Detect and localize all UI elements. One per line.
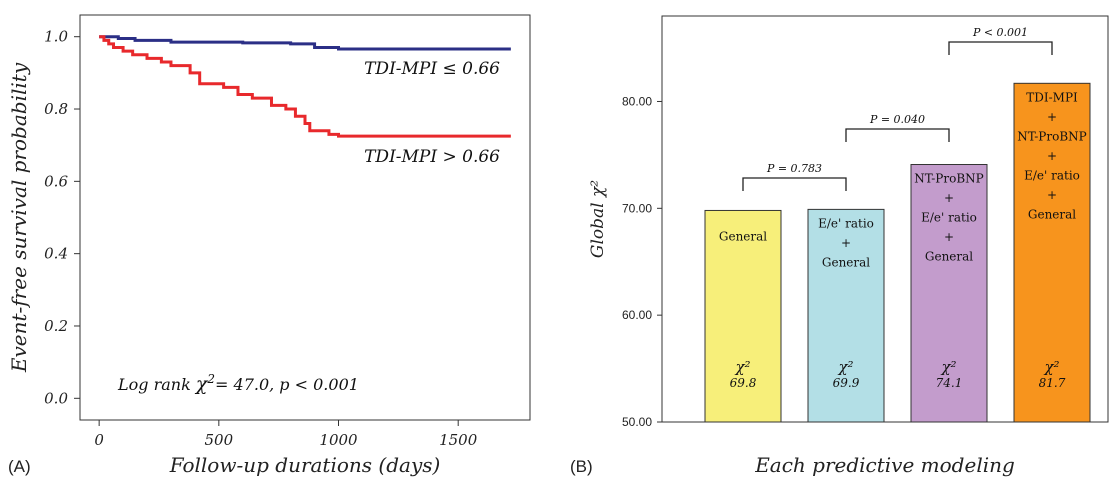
bar-text-line: General	[1028, 207, 1076, 221]
log-rank-result: = 47.0, p < 0.001	[215, 375, 359, 394]
survival-curve-high-mpi	[99, 35, 511, 138]
bar-text-line: +	[944, 230, 954, 244]
survival-y-tick-label: 1.0	[44, 28, 68, 46]
bar-y-tick-label: 80.00	[622, 94, 652, 108]
panel-a-label: (A)	[8, 457, 31, 476]
bar-text-line: +	[944, 191, 954, 205]
bar-1	[704, 209, 782, 423]
bar-text-line: E/e' ratio	[818, 216, 874, 230]
survival-x-tick-label: 500	[205, 431, 234, 449]
survival-plot-frame	[79, 14, 531, 421]
survival-x-tick-label: 0	[94, 431, 104, 449]
comparison-p-value: P < 0.001	[972, 26, 1028, 39]
comparison-p-value: P = 0.040	[869, 113, 925, 126]
bar-text-line: General	[822, 255, 870, 269]
survival-y-tick-label: 0.4	[44, 245, 68, 263]
bar-plot-frame	[661, 15, 1109, 423]
bar-text-line: +	[1047, 188, 1057, 202]
log-rank-prefix: Log rank	[117, 375, 196, 394]
survival-x-tick-label: 1500	[439, 431, 478, 449]
bar-text-line: E/e' ratio	[1024, 168, 1080, 182]
bar-y-axis-label: Global χ²	[588, 180, 608, 258]
bar-2	[807, 208, 885, 423]
bar-y-tick-label: 60.00	[622, 308, 652, 322]
survival-y-tick-label: 0.8	[44, 100, 68, 118]
bar-chi-symbol: χ²	[734, 358, 750, 376]
bar-3	[910, 164, 988, 423]
comparison-brackets: P = 0.783 P = 0.040 P < 0.001	[742, 26, 1053, 191]
bar-text-line: +	[1047, 110, 1057, 124]
bar-y-tick-label: 50.00	[622, 415, 652, 429]
bar-text-line: +	[1047, 149, 1057, 163]
log-rank-chi: χ	[194, 373, 209, 395]
bar-text-line: NT-ProBNP	[1017, 129, 1086, 143]
bar-4	[1013, 82, 1091, 423]
bar-text-line: E/e' ratio	[921, 211, 977, 225]
bar-value-label: 81.7	[1039, 376, 1066, 390]
bar-text-line: NT-ProBNP	[914, 172, 983, 186]
comparison-bracket	[845, 128, 950, 142]
bar-value-label: 74.1	[936, 376, 963, 390]
survival-series: TDI-MPI ≤ 0.66 TDI-MPI > 0.66	[99, 35, 511, 167]
bar-text-line: +	[841, 236, 851, 250]
bar-value-label: 69.9	[833, 376, 860, 390]
bar-x-axis-label: Each predictive modeling	[754, 453, 1015, 477]
log-rank-chi-sup: 2	[206, 372, 215, 386]
bar-text-line: General	[719, 229, 767, 243]
log-rank-annotation: Log rank χ2= 47.0, p < 0.001	[117, 372, 359, 395]
bar-chi-symbol: χ²	[1043, 358, 1059, 376]
panel-b-label: (B)	[570, 457, 593, 476]
series-label: TDI-MPI ≤ 0.66	[364, 59, 500, 79]
survival-y-ticks: 0.0 0.2 0.4 0.6 0.8 1.0	[44, 28, 80, 407]
survival-y-tick-label: 0.0	[44, 389, 68, 407]
bar-chi-symbol: χ²	[940, 358, 956, 376]
comparison-bracket	[948, 41, 1053, 55]
survival-y-tick-label: 0.6	[44, 172, 68, 190]
survival-x-tick-label: 1000	[319, 431, 358, 449]
survival-y-tick-label: 0.2	[44, 317, 68, 335]
bar-text-line: TDI-MPI	[1026, 90, 1078, 104]
survival-curve-low-mpi	[99, 35, 511, 51]
bar-chi-symbol: χ²	[837, 358, 853, 376]
survival-chart: 0.0 0.2 0.4 0.6 0.8 1.0 0 500 1000 1500 TDI-MPI …	[7, 14, 531, 477]
bar-y-ticks: 50.00 60.00 70.00 80.00	[622, 94, 662, 429]
series-label: TDI-MPI > 0.66	[364, 147, 500, 167]
comparison-p-value: P = 0.783	[766, 162, 822, 175]
bar-text-line: General	[925, 250, 973, 264]
survival-x-axis-label: Follow-up durations (days)	[169, 453, 441, 477]
survival-y-axis-label: Event-free survival probability	[7, 62, 31, 373]
bar-y-tick-label: 70.00	[622, 201, 652, 215]
bar-value-label: 69.8	[730, 376, 757, 390]
survival-x-ticks: 0 500 1000 1500	[94, 420, 478, 449]
comparison-bracket	[742, 177, 847, 191]
